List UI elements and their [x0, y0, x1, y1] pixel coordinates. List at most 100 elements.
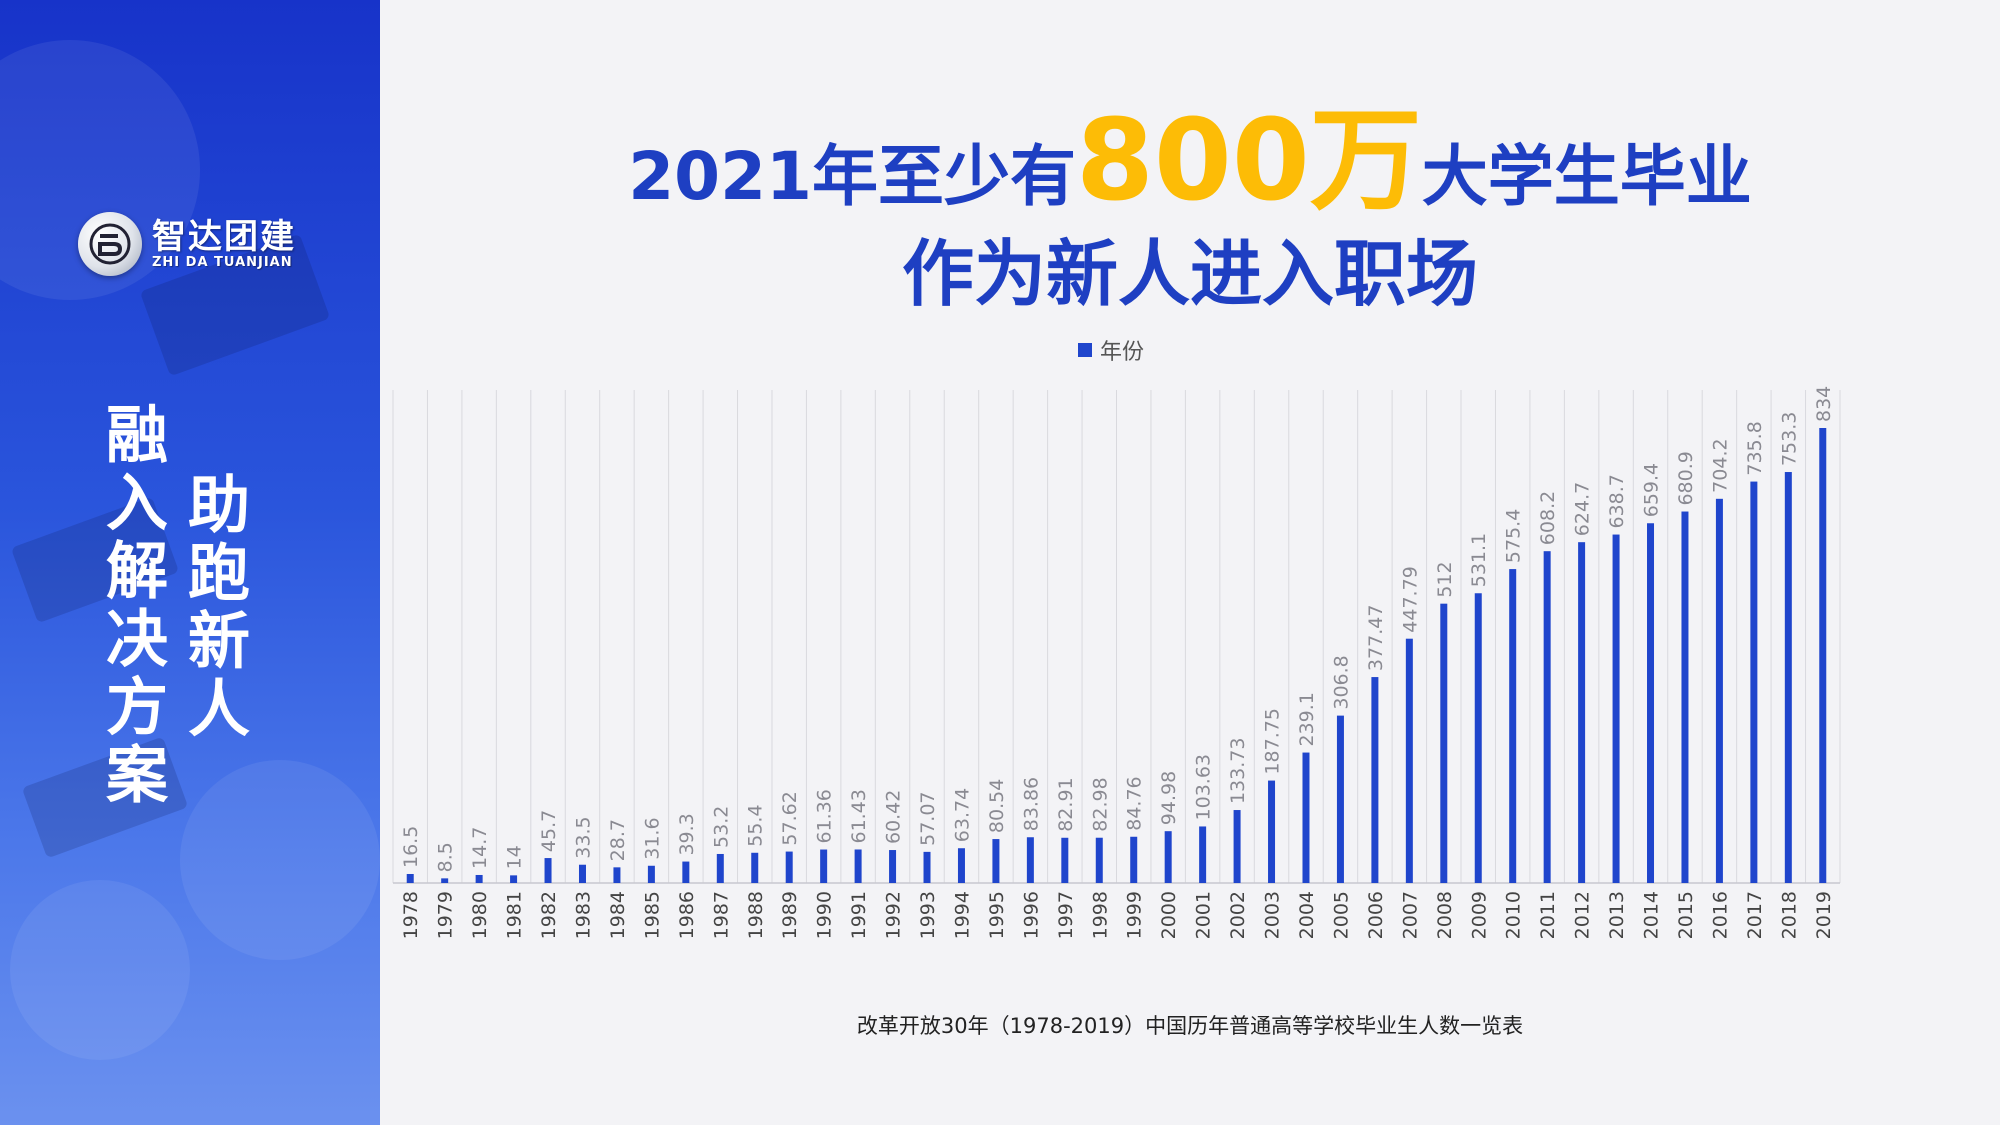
- bar: [1199, 826, 1207, 883]
- data-label: 512: [1434, 561, 1456, 597]
- data-label: 834: [1813, 386, 1835, 422]
- bar: [544, 858, 552, 883]
- bar: [751, 852, 759, 883]
- bar: [406, 873, 414, 883]
- data-label: 735.8: [1744, 421, 1766, 475]
- data-label: 55.4: [745, 804, 767, 846]
- x-tick-label: 1983: [572, 891, 594, 939]
- bar: [1095, 837, 1103, 883]
- data-label: 753.3: [1778, 412, 1800, 466]
- bar: [1612, 534, 1620, 883]
- bar: [1336, 715, 1344, 883]
- x-tick-label: 2013: [1606, 891, 1628, 939]
- bar: [682, 861, 690, 883]
- data-label: 103.63: [1193, 754, 1215, 820]
- decor-circle: [180, 760, 380, 960]
- x-tick-label: 2012: [1572, 891, 1594, 939]
- sidebar: 智达团建 ZHI DA TUANJIAN 融入解决方案 助跑新人: [0, 0, 380, 1125]
- data-label: 60.42: [883, 790, 905, 844]
- data-label: 575.4: [1503, 509, 1525, 563]
- bar: [1715, 498, 1723, 883]
- x-tick-label: 2010: [1503, 891, 1525, 939]
- data-label: 28.7: [607, 819, 629, 861]
- data-label: 447.79: [1399, 566, 1421, 632]
- headline-line2: 作为新人进入职场: [901, 232, 1478, 316]
- brand-name-cn: 智达团建: [152, 216, 296, 257]
- data-label: 8.5: [435, 842, 457, 872]
- bar: [1750, 481, 1758, 883]
- x-tick-label: 2003: [1262, 891, 1284, 939]
- data-label: 61.36: [814, 789, 836, 843]
- x-tick-label: 1999: [1124, 891, 1146, 939]
- bar: [510, 875, 518, 883]
- chart-legend: 年份: [1078, 334, 1144, 366]
- legend-label: 年份: [1100, 340, 1145, 365]
- data-label: 624.7: [1572, 482, 1594, 536]
- bar: [1371, 677, 1379, 883]
- x-tick-label: 1982: [538, 891, 560, 939]
- slogan-column-1: 融入解决方案: [95, 402, 168, 810]
- data-label: 84.76: [1124, 776, 1146, 830]
- x-tick-label: 1988: [745, 891, 767, 939]
- data-label: 14.7: [469, 827, 491, 869]
- x-tick-label: 1985: [641, 891, 663, 939]
- x-tick-label: 2017: [1744, 891, 1766, 939]
- x-tick-label: 2002: [1227, 891, 1249, 939]
- x-tick-label: 2009: [1468, 891, 1490, 939]
- bar: [992, 839, 1000, 883]
- chart-caption: 改革开放30年（1978-2019）中国历年普通高等学校毕业生人数一览表: [856, 1014, 1524, 1038]
- x-tick-label: 1995: [986, 891, 1008, 939]
- bar: [1268, 780, 1276, 883]
- bar: [957, 848, 965, 883]
- x-tick-label: 1991: [848, 891, 870, 939]
- x-tick-label: 2008: [1434, 891, 1456, 939]
- bar: [854, 849, 862, 883]
- x-tick-label: 2004: [1296, 891, 1318, 939]
- x-tick-label: 1979: [435, 891, 457, 939]
- x-tick-label: 1986: [676, 891, 698, 939]
- logo-mark-icon: [78, 212, 142, 276]
- data-label: 33.5: [572, 816, 594, 858]
- decor-circle: [10, 880, 190, 1060]
- x-tick-label: 1993: [917, 891, 939, 939]
- headline-highlight: 800万: [1075, 96, 1422, 226]
- x-tick-label: 1989: [779, 891, 801, 939]
- x-tick-label: 1997: [1055, 891, 1077, 939]
- headline-suffix: 大学生毕业: [1421, 138, 1752, 215]
- x-tick-label: 2007: [1399, 891, 1421, 939]
- data-label: 45.7: [538, 810, 560, 852]
- x-tick-label: 1984: [607, 891, 629, 939]
- data-label: 680.9: [1675, 451, 1697, 505]
- bar: [475, 874, 483, 883]
- bar: [1302, 752, 1310, 883]
- brand-name-en: ZHI DA TUANJIAN: [152, 254, 293, 270]
- data-label: 531.1: [1468, 533, 1490, 587]
- x-tick-label: 2018: [1778, 891, 1800, 939]
- brand-logo: 智达团建 ZHI DA TUANJIAN: [78, 212, 296, 276]
- data-label: 306.8: [1330, 655, 1352, 709]
- data-label: 83.86: [1020, 777, 1042, 831]
- data-label: 187.75: [1262, 708, 1284, 774]
- bar: [1543, 551, 1551, 883]
- data-label: 61.43: [848, 789, 870, 843]
- x-tick-label: 2014: [1641, 891, 1663, 939]
- x-tick-label: 2019: [1813, 891, 1835, 939]
- bar: [1405, 638, 1413, 883]
- bar: [613, 867, 621, 883]
- bar: [889, 850, 897, 883]
- x-tick-label: 2015: [1675, 891, 1697, 939]
- data-label: 133.73: [1227, 738, 1249, 804]
- data-label: 39.3: [676, 813, 698, 855]
- x-tick-label: 1990: [814, 891, 836, 939]
- legend-swatch: [1078, 343, 1092, 357]
- data-label: 638.7: [1606, 474, 1628, 528]
- bar: [716, 853, 724, 883]
- data-label: 63.74: [951, 788, 973, 842]
- data-label: 608.2: [1537, 491, 1559, 545]
- data-label: 53.2: [710, 806, 732, 848]
- bar: [647, 865, 655, 883]
- data-label: 82.98: [1089, 777, 1111, 831]
- bar: [1026, 837, 1034, 883]
- bar: [923, 851, 931, 883]
- bar: [1440, 603, 1448, 883]
